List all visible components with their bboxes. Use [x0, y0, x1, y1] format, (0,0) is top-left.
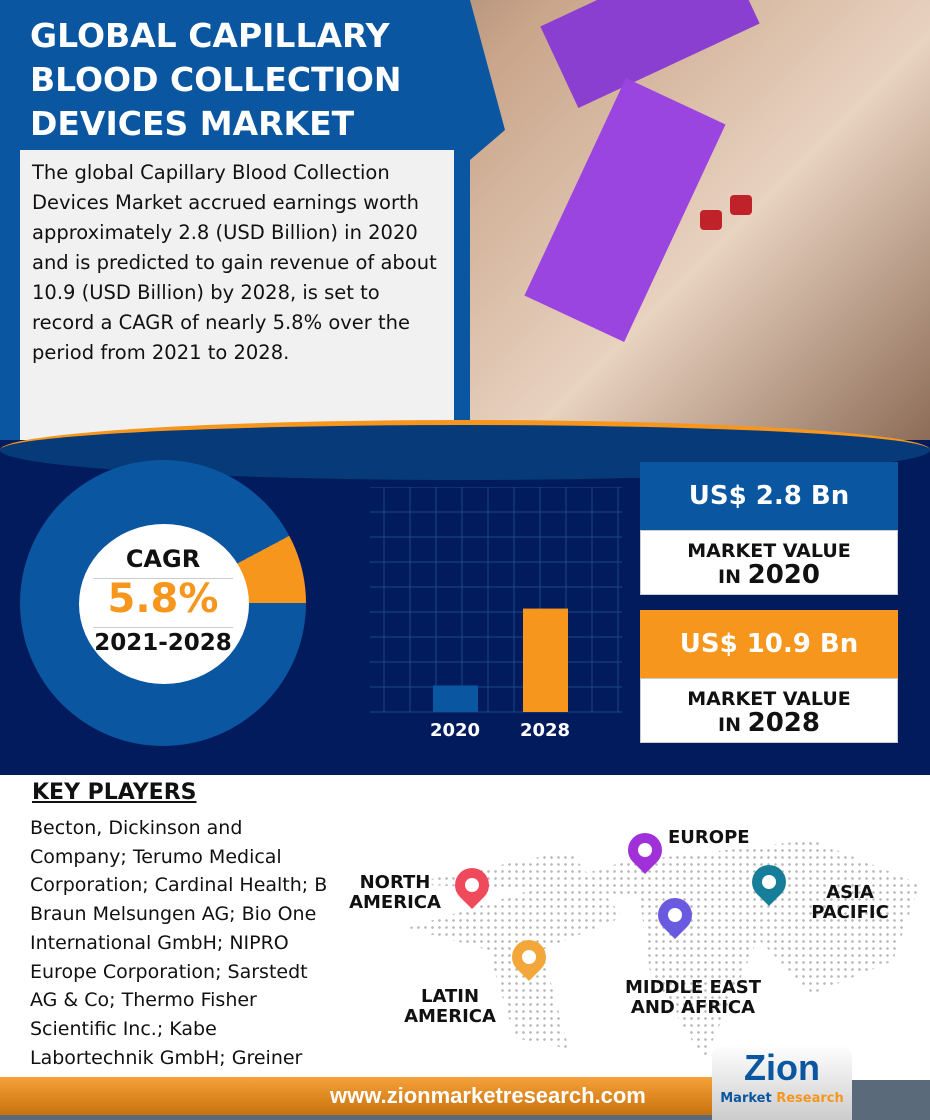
stat-prefix: IN: [718, 566, 741, 588]
stat-label: MARKET VALUE: [687, 688, 851, 710]
cagr-label: CAGR: [125, 545, 201, 573]
key-players-list: Becton, Dickinson and Company; Terumo Me…: [30, 817, 328, 1097]
stat-value: US$ 2.8 Bn: [640, 462, 898, 530]
region-latin-america: LATIN AMERICA: [404, 986, 496, 1027]
bar-2020: [433, 685, 478, 712]
stat-value: US$ 10.9 Bn: [640, 610, 898, 678]
key-players-title: KEY PLAYERS: [32, 780, 197, 805]
x-tick-label: 2028: [519, 720, 571, 741]
market-bar-chart: [370, 487, 622, 713]
stat-card-2028: US$ 10.9 Bn MARKET VALUE IN 2028: [640, 610, 898, 743]
region-europe: EUROPE: [668, 827, 750, 848]
stat-year: 2020: [747, 560, 820, 590]
x-tick-label: 2020: [429, 720, 481, 741]
region-asia-pacific: ASIA PACIFIC: [811, 882, 889, 923]
stat-label: MARKET VALUE: [687, 540, 851, 562]
cagr-donut: CAGR 5.8% 2021-2028: [20, 460, 306, 746]
stat-prefix: IN: [718, 714, 741, 736]
page-title: GLOBAL CAPILLARY BLOOD COLLECTION DEVICE…: [30, 16, 402, 143]
region-middle-east-africa: MIDDLE EAST AND AFRICA: [625, 977, 761, 1018]
stat-card-2020: US$ 2.8 Bn MARKET VALUE IN 2020: [640, 462, 898, 595]
region-north-america: NORTH AMERICA: [349, 872, 441, 913]
website-link[interactable]: www.zionmarketresearch.com: [0, 1077, 720, 1115]
cagr-value: 5.8%: [107, 576, 219, 622]
zion-logo: Zion Market Research: [712, 1045, 852, 1120]
market-description: The global Capillary Blood Collection De…: [20, 150, 454, 440]
cagr-period: 2021-2028: [94, 630, 232, 656]
bar-2028: [523, 608, 568, 712]
stat-year: 2028: [747, 708, 820, 738]
